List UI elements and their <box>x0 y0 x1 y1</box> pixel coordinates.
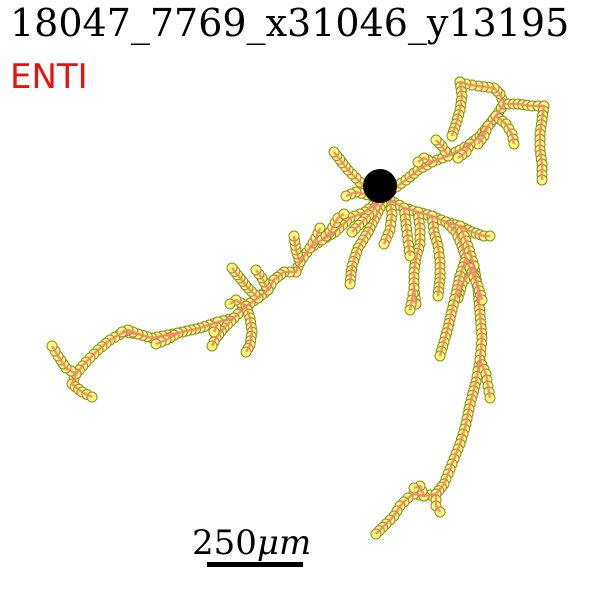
neurite-branch-overlay <box>155 331 179 346</box>
neurite-branch-overlay <box>375 225 484 535</box>
scale-bar-label: 250μm <box>192 526 311 560</box>
neurite-branch-overlay <box>212 321 220 333</box>
neurite-branch-overlay <box>382 199 394 245</box>
neurite-branch-overlay <box>292 235 302 263</box>
neurite-branch-overlay <box>417 156 433 164</box>
neurite-branch-overlay <box>450 81 464 137</box>
neurite-branch-overlay <box>435 139 450 157</box>
scale-bar-unit: μm <box>256 523 312 563</box>
neurite-branch-overlay <box>538 105 546 180</box>
neurite-branch-overlay <box>255 269 270 291</box>
neurite-branch-overlay <box>477 125 490 145</box>
neurite-branch-overlay <box>504 102 544 108</box>
neurite-branch-overlay <box>478 359 492 399</box>
neurite-branch-overlay <box>391 80 506 192</box>
neurite-nodes <box>46 76 550 540</box>
neurite-branch-overlay <box>121 328 139 336</box>
scale-bar-value: 250 <box>192 523 257 563</box>
neurite-branch-overlay <box>210 317 235 347</box>
neurite-branch-overlay <box>321 212 345 241</box>
neurite-branch-overlay <box>457 143 472 159</box>
neurite-branch-overlay <box>438 257 468 357</box>
neurite-branch-overlay <box>434 494 442 513</box>
soma <box>363 169 397 203</box>
neurite-branch-overlay <box>430 215 442 297</box>
neurite-branch-overlay <box>495 115 516 145</box>
neurite-branch-overlay <box>408 287 416 311</box>
scale-bar <box>207 562 303 567</box>
neurite-branch-overlay <box>231 267 259 299</box>
neurite-branch-overlay <box>413 484 426 497</box>
neurite-branch-overlay <box>244 305 254 353</box>
neurite-branch-overlay <box>50 345 77 376</box>
neurite-branch-overlay <box>348 199 386 285</box>
neurite-branch-overlay <box>308 227 322 249</box>
figure-title: 18047_7769_x31046_y13195 <box>10 1 570 45</box>
neurite-branch-overlay <box>351 199 382 233</box>
neurite-branch-overlay <box>468 267 484 301</box>
neurite-branch-overlay <box>229 298 247 308</box>
neurite-branch-overlay <box>402 207 412 257</box>
region-label: ENTI <box>10 57 88 97</box>
neurite-branch-overlay <box>456 265 476 299</box>
neurite-branch-overlay <box>445 221 472 269</box>
